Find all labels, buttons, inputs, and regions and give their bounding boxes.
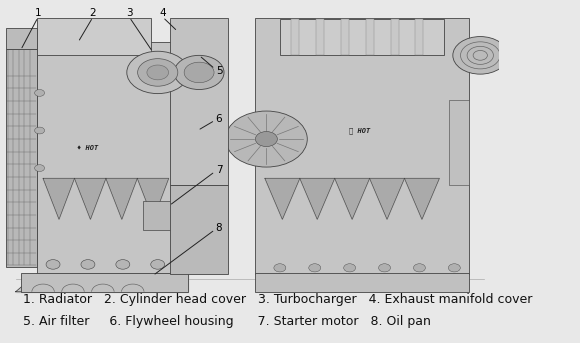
Text: 1. Radiator   2. Cylinder head cover   3. Turbocharger   4. Exhaust manifold cov: 1. Radiator 2. Cylinder head cover 3. Tu… [23, 293, 532, 306]
Circle shape [151, 260, 165, 269]
Circle shape [414, 264, 425, 272]
Polygon shape [106, 178, 137, 219]
Text: 3: 3 [126, 8, 133, 18]
Text: 7: 7 [216, 165, 222, 175]
Polygon shape [300, 178, 335, 219]
Polygon shape [16, 274, 188, 292]
Bar [37, 42, 188, 274]
Circle shape [344, 264, 356, 272]
Circle shape [116, 260, 130, 269]
Circle shape [448, 264, 461, 272]
Circle shape [453, 37, 508, 74]
Bar [415, 20, 423, 55]
Polygon shape [137, 178, 169, 219]
Circle shape [184, 62, 214, 83]
Circle shape [379, 264, 390, 272]
Bar [255, 18, 469, 274]
Bar [450, 100, 469, 185]
Circle shape [274, 264, 286, 272]
Bar [170, 185, 227, 274]
Bar [37, 18, 151, 55]
Bar [21, 273, 188, 292]
Circle shape [35, 165, 45, 172]
Circle shape [226, 111, 307, 167]
Text: ✦ HOT: ✦ HOT [349, 127, 370, 134]
Bar [365, 20, 374, 55]
Text: 1: 1 [35, 8, 41, 18]
Text: 5. Air filter     6. Flywheel housing      7. Starter motor   8. Oil pan: 5. Air filter 6. Flywheel housing 7. Sta… [23, 315, 431, 328]
Bar [316, 20, 324, 55]
Polygon shape [265, 178, 300, 219]
Polygon shape [404, 178, 440, 219]
Text: 4: 4 [160, 8, 166, 18]
Bar [170, 18, 227, 185]
Bar [280, 20, 444, 55]
Bar [6, 28, 37, 48]
Circle shape [46, 260, 60, 269]
Text: 6: 6 [216, 114, 222, 123]
Text: 8: 8 [216, 223, 222, 233]
Polygon shape [369, 178, 404, 219]
Bar [255, 273, 469, 292]
Bar [291, 20, 299, 55]
Polygon shape [74, 178, 106, 219]
Circle shape [127, 51, 188, 94]
Circle shape [35, 127, 45, 134]
Polygon shape [43, 178, 74, 219]
Polygon shape [335, 178, 369, 219]
Circle shape [147, 65, 169, 80]
Text: 5: 5 [216, 66, 222, 76]
Text: ♦ HOT: ♦ HOT [77, 145, 99, 151]
Circle shape [174, 55, 224, 90]
Bar [390, 20, 398, 55]
Bar [143, 201, 170, 229]
Text: 2: 2 [89, 8, 96, 18]
Circle shape [309, 264, 321, 272]
Circle shape [35, 90, 45, 96]
Circle shape [137, 59, 178, 86]
Circle shape [81, 260, 95, 269]
Bar [340, 20, 349, 55]
Bar [6, 48, 37, 267]
Circle shape [255, 131, 277, 146]
